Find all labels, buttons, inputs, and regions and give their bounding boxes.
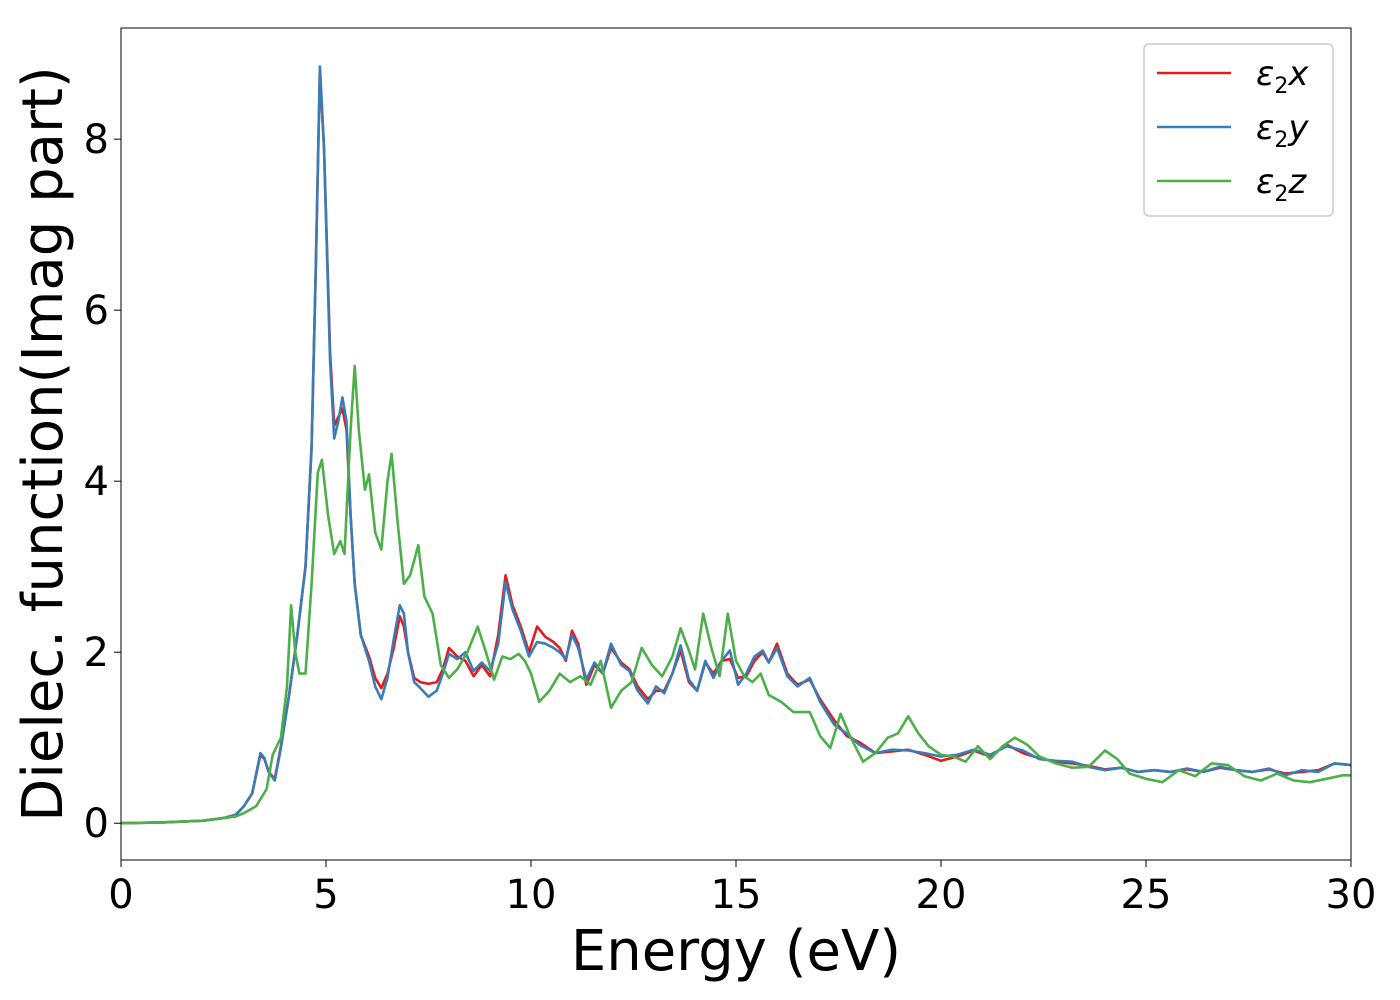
series-line-y — [120, 65, 1352, 825]
x-tick-label: 5 — [313, 872, 338, 918]
y-axis: 0 2 4 6 8 — [84, 117, 121, 847]
y-tick-label: 4 — [84, 459, 109, 505]
x-tick-label: 25 — [1121, 872, 1172, 918]
x-axis-title: Energy (eV) — [571, 919, 901, 984]
x-axis: 0 5 10 15 20 25 30 — [108, 860, 1376, 918]
y-tick-label: 2 — [84, 630, 109, 676]
x-tick-label: 15 — [711, 872, 762, 918]
x-tick-label: 0 — [108, 872, 133, 918]
x-tick-label: 20 — [916, 872, 967, 918]
series-lines — [120, 65, 1352, 825]
legend-label: ε2y — [1256, 108, 1309, 153]
legend-label: ε2z — [1256, 162, 1307, 207]
x-tick-label: 30 — [1326, 872, 1377, 918]
x-tick-label: 10 — [506, 872, 557, 918]
series-line-z — [120, 364, 1351, 825]
y-tick-label: 6 — [84, 288, 109, 334]
legend: ε2x ε2y ε2z — [1143, 43, 1334, 217]
y-tick-label: 8 — [84, 117, 109, 163]
y-tick-label: 0 — [84, 801, 109, 847]
y-axis-title: Dielec. function(Imag part) — [11, 66, 76, 822]
legend-box — [1143, 43, 1334, 217]
legend-label: ε2x — [1256, 54, 1309, 99]
